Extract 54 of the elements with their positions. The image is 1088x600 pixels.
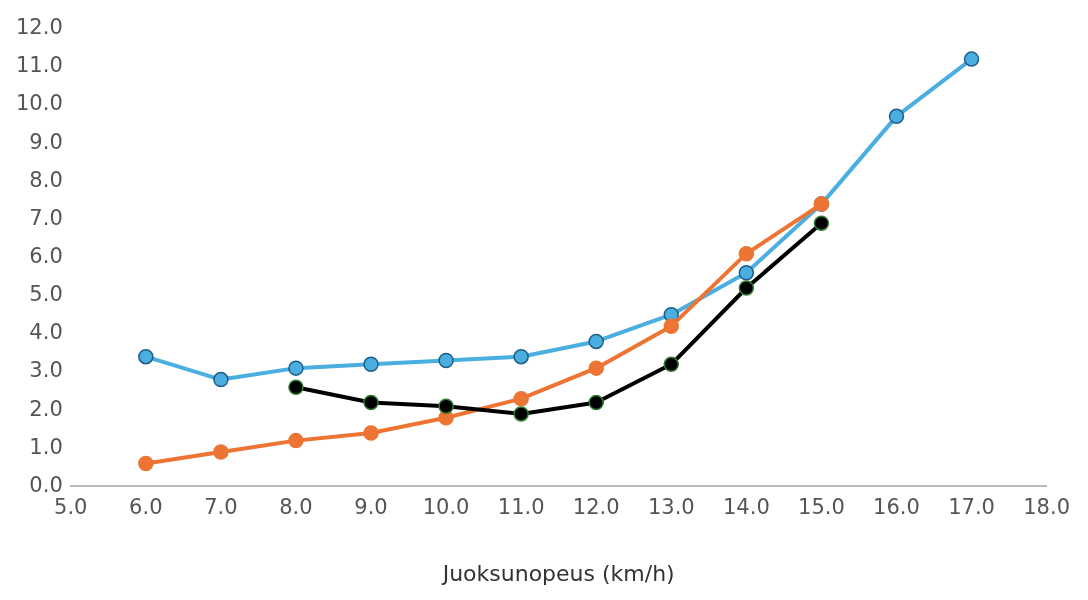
point — [438, 352, 454, 369]
point — [963, 51, 980, 67]
point — [363, 356, 379, 373]
y-tick-label: 9.0 — [29, 129, 63, 154]
point — [663, 356, 680, 373]
point — [813, 215, 830, 231]
x-tick-label: 9.0 — [354, 495, 388, 520]
x-axis-title: Juoksunopeus (km/h) — [440, 560, 675, 586]
point — [663, 318, 680, 334]
x-tick-label: 11.0 — [497, 495, 545, 520]
point — [513, 348, 529, 365]
x-tick-label: 7.0 — [204, 495, 238, 520]
y-tick-label: 0.0 — [29, 472, 63, 497]
x-tick-label: 5.0 — [54, 495, 88, 520]
x-tick-label: 16.0 — [873, 495, 920, 520]
point — [588, 394, 604, 411]
y-tick-label: 6.0 — [29, 243, 63, 268]
point — [438, 398, 454, 415]
x-tick-label: 8.0 — [279, 495, 313, 520]
point — [138, 348, 154, 365]
point — [513, 406, 529, 422]
y-tick-label: 10.0 — [15, 91, 63, 116]
point — [363, 394, 379, 411]
point — [513, 390, 529, 407]
y-tick-label: 4.0 — [29, 320, 63, 345]
y-tick-label: 11.0 — [15, 53, 63, 78]
x-tick-label: 10.0 — [422, 495, 470, 520]
x-tick-label: 14.0 — [722, 495, 770, 520]
y-tick-label: 1.0 — [29, 434, 63, 459]
x-tick-label: 13.0 — [647, 495, 695, 520]
x-tick-label: 15.0 — [798, 495, 845, 520]
point — [363, 425, 379, 441]
point — [138, 455, 154, 472]
y-tick-label: 3.0 — [29, 358, 63, 383]
point — [738, 265, 755, 281]
point — [288, 379, 304, 395]
y-tick-label: 7.0 — [29, 205, 63, 230]
point — [288, 432, 304, 449]
point — [588, 360, 604, 376]
x-tick-label: 12.0 — [572, 495, 620, 520]
point — [588, 333, 604, 350]
y-tick-label: 8.0 — [29, 167, 63, 192]
y-tick-label: 5.0 — [29, 282, 63, 307]
y-tick-label: 12.0 — [15, 15, 63, 40]
point — [213, 371, 229, 388]
x-tick-label: 18.0 — [1023, 495, 1070, 520]
point — [738, 280, 755, 296]
point — [288, 360, 304, 376]
point — [738, 245, 755, 262]
x-tick-label: 6.0 — [129, 495, 163, 520]
x-tick-label: 17.0 — [948, 495, 995, 520]
y-tick-label: 2.0 — [29, 396, 63, 421]
point — [888, 108, 905, 125]
point — [213, 444, 229, 460]
